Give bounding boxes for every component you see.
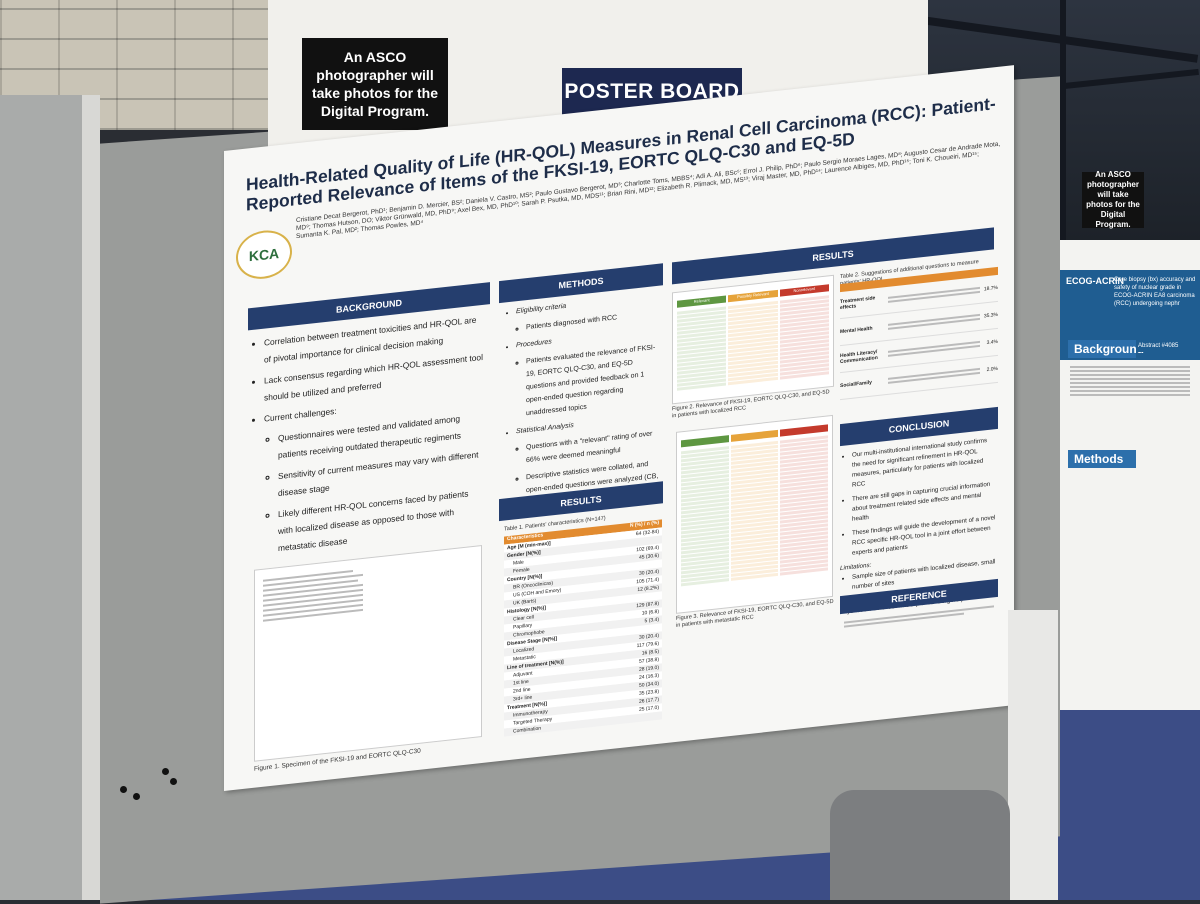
- photographer-notice-right: An ASCO photographer will take photos fo…: [1082, 170, 1144, 229]
- methods-bullet: Patients evaluated the relevance of FKSI…: [526, 341, 660, 421]
- background-text: Correlation between treatment toxicities…: [252, 311, 484, 564]
- table2-suggestions: [888, 285, 980, 305]
- table2-suggestions: [888, 312, 980, 332]
- methods-text: Eligibility criteria Patients diagnosed …: [504, 290, 660, 517]
- table1-cell-value: 5 (3.4): [644, 616, 659, 625]
- table2-suggestions: [888, 339, 980, 359]
- table2-frequency: 3.4%: [986, 338, 998, 347]
- table2-frequency: 18.7%: [983, 284, 998, 293]
- kca-logo: KCA: [236, 227, 292, 282]
- adjacent-poster-org: ECOG-ACRIN: [1066, 276, 1124, 286]
- questionnaire-specimen-figure: [254, 544, 482, 762]
- partition-panel: [1008, 610, 1058, 900]
- legend-possibly-swatch: [730, 429, 779, 442]
- adjacent-methods-header: Methods: [1068, 450, 1136, 468]
- adjacent-poster: ECOG-ACRIN Core biopsy (bx) accuracy and…: [1060, 240, 1200, 710]
- legend-relevant: Relevant: [677, 295, 727, 308]
- table2-suggestions: [888, 366, 980, 386]
- suggestions-table: Treatment side effects 18.7% Mental Health…: [840, 266, 998, 401]
- truss: [1060, 0, 1066, 240]
- pushpin: [162, 768, 169, 775]
- pushpin: [120, 786, 127, 793]
- table2-frequency: 35.3%: [983, 311, 998, 320]
- figure2-relevance-chart: Relevant Possibly Relevant Nonrelevant: [672, 274, 834, 405]
- adjacent-poster-title: Core biopsy (bx) accuracy and safety of …: [1114, 277, 1196, 307]
- adjacent-background-header: Background: [1068, 340, 1144, 358]
- table2-theme: Treatment side effects: [840, 295, 876, 312]
- legend-possibly: Possibly Relevant: [728, 289, 778, 303]
- legend-relevant-swatch: [681, 435, 729, 448]
- poster-board-title: POSTER BOARD: [564, 80, 740, 103]
- table2-theme: Health Literacy/ Communication: [840, 349, 878, 366]
- table2-frequency: 2.0%: [986, 365, 998, 374]
- photographer-notice: An ASCO photographer will take photos fo…: [302, 38, 448, 130]
- research-poster: Health-Related Quality of Life (HR-QOL) …: [224, 65, 1014, 792]
- pushpin: [133, 793, 140, 800]
- figure3-relevance-chart: [676, 414, 833, 614]
- adjacent-abstract-number: Abstract #4085: [1136, 340, 1200, 352]
- chair-back: [830, 790, 1010, 900]
- adjacent-text-lines: [1070, 364, 1190, 398]
- pushpin: [170, 778, 177, 785]
- table2-theme: Social/Family: [840, 379, 872, 390]
- legend-not: Nonrelevant: [779, 284, 829, 297]
- left-board-edge: [82, 95, 100, 900]
- patient-characteristics-table: Characteristics N (%) / n (%) Age [M (mi…: [504, 519, 662, 737]
- table2-theme: Mental Health: [840, 325, 873, 336]
- legend-not-swatch: [780, 424, 829, 437]
